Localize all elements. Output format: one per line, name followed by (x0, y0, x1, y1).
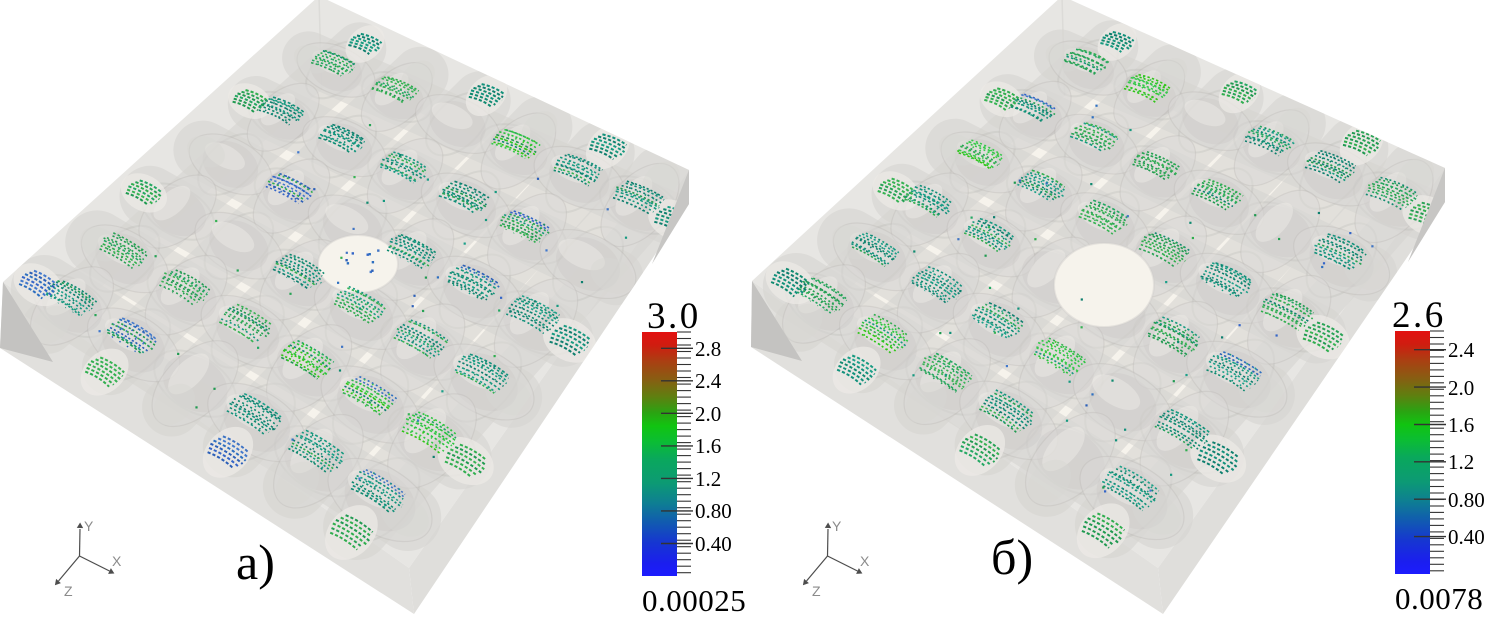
svg-text:Y: Y (84, 518, 94, 534)
svg-text:а): а) (236, 534, 275, 590)
svg-text:1.6: 1.6 (1448, 413, 1474, 437)
svg-text:0.00025: 0.00025 (642, 583, 746, 618)
svg-text:0.80: 0.80 (695, 499, 732, 523)
svg-text:2.0: 2.0 (1448, 376, 1474, 400)
svg-text:1.6: 1.6 (695, 434, 721, 458)
svg-text:3.0: 3.0 (647, 296, 701, 337)
svg-text:X: X (860, 553, 870, 569)
svg-text:Z: Z (64, 583, 73, 599)
svg-text:2.6: 2.6 (1392, 295, 1446, 336)
svg-text:2.0: 2.0 (695, 402, 721, 426)
svg-text:Y: Y (832, 518, 842, 534)
svg-text:б): б) (991, 529, 1033, 585)
svg-text:X: X (112, 553, 122, 569)
svg-text:2.4: 2.4 (695, 369, 722, 393)
svg-text:0.40: 0.40 (695, 532, 732, 556)
svg-text:0.0078: 0.0078 (1395, 581, 1483, 616)
svg-text:2.4: 2.4 (1448, 338, 1475, 362)
svg-text:Z: Z (812, 583, 821, 599)
svg-text:0.80: 0.80 (1448, 488, 1485, 512)
svg-text:2.8: 2.8 (695, 337, 721, 361)
svg-text:1.2: 1.2 (1448, 450, 1474, 474)
svg-text:1.2: 1.2 (695, 467, 721, 491)
svg-text:0.40: 0.40 (1448, 525, 1485, 549)
